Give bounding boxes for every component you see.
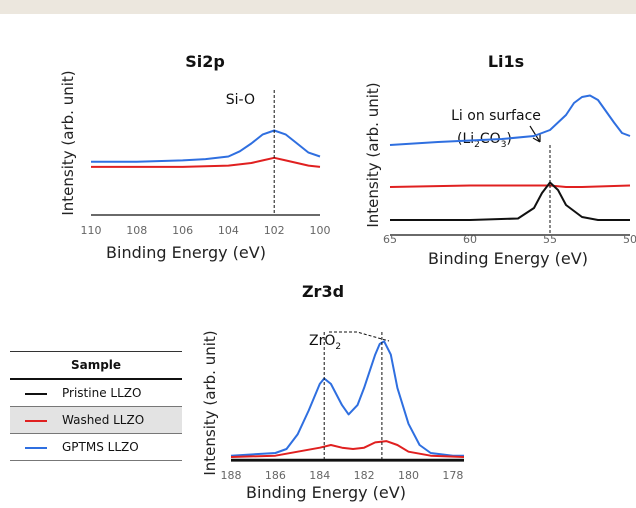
legend-swatch-washed xyxy=(25,419,47,422)
zr3d-x-tick-label: 182 xyxy=(354,469,375,482)
si2p-series-washed-llzo xyxy=(91,156,321,168)
si2p-title: Si2p xyxy=(185,52,225,71)
si2p-x-tick-label: 104 xyxy=(218,224,239,237)
si2p-x-tick-label: 102 xyxy=(264,224,285,237)
li1s-title: Li1s xyxy=(488,52,524,71)
zr3d-title: Zr3d xyxy=(302,282,344,301)
si2p-x-axis-label: Binding Energy (eV) xyxy=(106,243,266,262)
legend-table: Sample Pristine LLZO Washed LLZO GPTMS L… xyxy=(10,351,182,461)
zr3d-annotation-bracket xyxy=(329,331,390,342)
zr3d-x-tick-label: 180 xyxy=(398,469,419,482)
li1s-panel: Li1s Intensity (arb. unit) Binding Energ… xyxy=(364,52,636,268)
zr3d-x-tick-label: 186 xyxy=(265,469,286,482)
si2p-x-tick-label: 106 xyxy=(172,224,193,237)
zr3d-y-axis-label: Intensity (arb. unit) xyxy=(201,330,219,475)
si2p-x-tick-label: 100 xyxy=(310,224,331,237)
zr3d-x-tick-label: 178 xyxy=(442,469,463,482)
legend-row-gptms: GPTMS LLZO xyxy=(10,433,182,461)
si2p-x-tick-label: 108 xyxy=(126,224,147,237)
si2p-series-gptms-llzo xyxy=(91,129,321,163)
li1s-x-tick-label: 55 xyxy=(543,233,557,246)
li1s-x-tick-label: 65 xyxy=(383,233,397,246)
li1s-x-tick-label: 60 xyxy=(463,233,477,246)
top-strip xyxy=(0,0,636,14)
si2p-x-tick-label: 110 xyxy=(81,224,102,237)
li1s-series-pristine-llzo xyxy=(390,181,630,221)
li1s-series-gptms-llzo xyxy=(389,94,631,146)
li1s-annotation-line1: Li on surface xyxy=(451,108,541,124)
legend-label-pristine: Pristine LLZO xyxy=(62,379,182,407)
legend-row-pristine: Pristine LLZO xyxy=(10,379,182,407)
legend-header: Sample xyxy=(10,351,182,380)
legend-swatch-pristine xyxy=(25,392,47,395)
li1s-x-tick-label: 50 xyxy=(623,233,636,246)
li1s-series-washed-llzo xyxy=(389,184,631,188)
li1s-x-axis-label: Binding Energy (eV) xyxy=(428,249,588,268)
zr3d-x-tick-label: 184 xyxy=(309,469,330,482)
zr3d-series-gptms-llzo xyxy=(230,340,464,457)
si2p-annotation-sio: Si-O xyxy=(226,92,255,108)
zr3d-annotation-zro2: ZrO2 xyxy=(309,333,341,352)
zr3d-x-tick-label: 188 xyxy=(221,469,242,482)
li1s-annotation-arrow xyxy=(529,125,541,143)
legend-swatch-gptms xyxy=(25,446,47,449)
legend-row-washed: Washed LLZO xyxy=(10,406,182,434)
zr3d-x-axis-label: Binding Energy (eV) xyxy=(246,483,406,502)
legend-label-gptms: GPTMS LLZO xyxy=(62,433,182,461)
si2p-y-axis-label: Intensity (arb. unit) xyxy=(59,70,77,215)
si2p-panel: Si2p Intensity (arb. unit) Binding Energ… xyxy=(59,52,331,262)
zr3d-series-washed-llzo xyxy=(230,440,465,458)
legend-label-washed: Washed LLZO xyxy=(62,406,182,434)
li1s-y-axis-label: Intensity (arb. unit) xyxy=(364,82,382,227)
zr3d-panel: Zr3d Intensity (arb. unit) Binding Energ… xyxy=(201,282,465,502)
